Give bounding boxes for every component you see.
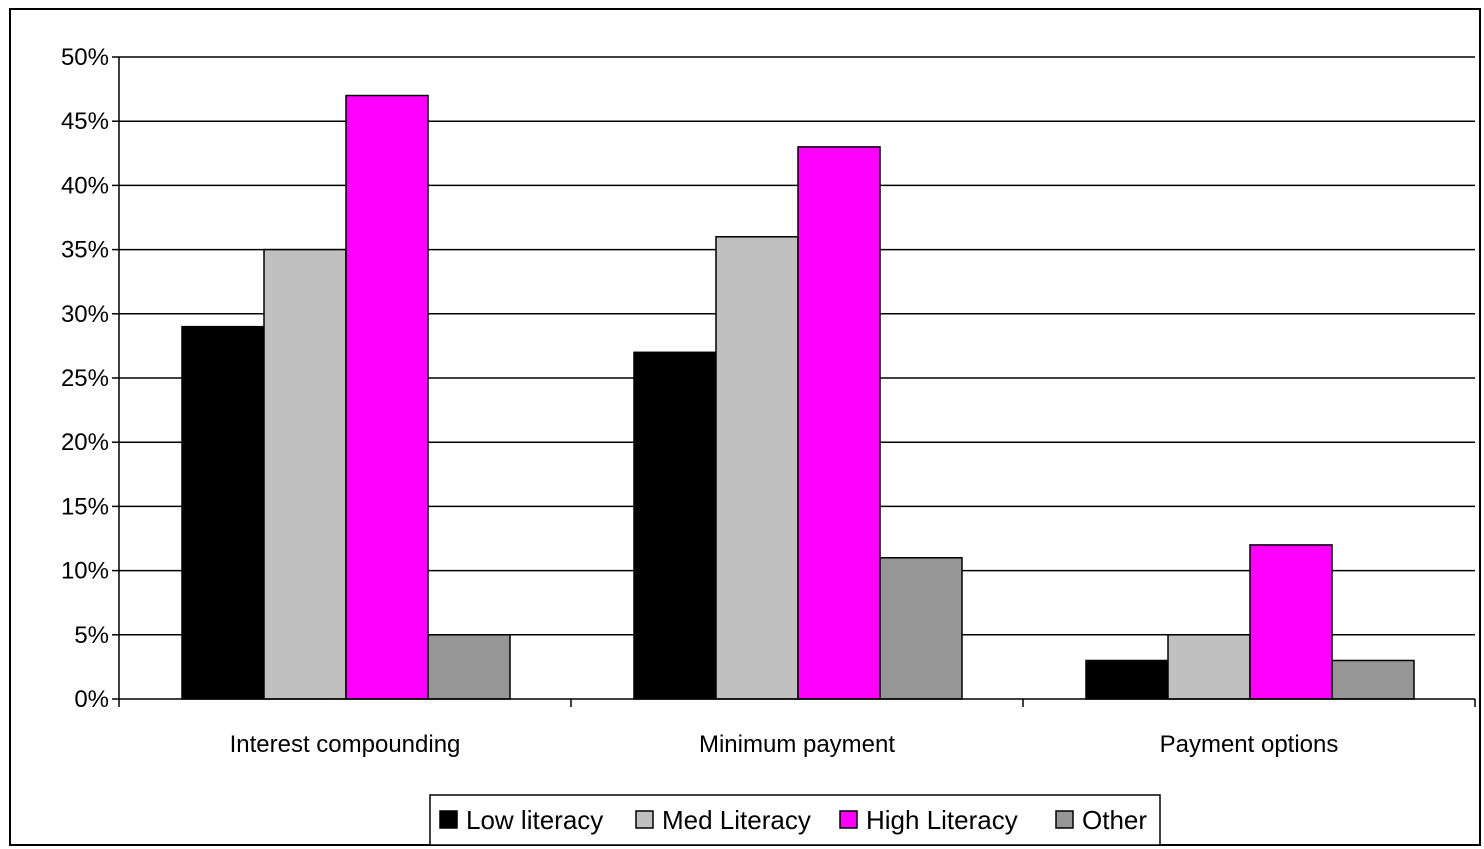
bar-med-literacy [263, 248, 347, 700]
legend-swatch [839, 810, 858, 829]
legend-swatch [439, 810, 458, 829]
y-tick-label: 40% [61, 172, 109, 199]
axes [112, 56, 1476, 707]
y-tick-label: 50% [61, 44, 109, 71]
y-tick-label: 5% [74, 622, 109, 649]
x-tick-labels: Interest compounding Minimum payment Payme… [230, 731, 1339, 758]
legend-label: Other [1082, 805, 1147, 835]
y-tick-label: 30% [61, 301, 109, 328]
bar-med-literacy [715, 236, 799, 700]
bar-high-literacy [797, 146, 881, 700]
bar-low-literacy [181, 325, 265, 700]
bar-low-literacy [633, 351, 717, 700]
y-tick-label: 35% [61, 237, 109, 264]
y-tick-label: 25% [61, 365, 109, 392]
x-tick-label: Minimum payment [699, 731, 895, 758]
bar-other [1331, 659, 1415, 700]
bar-high-literacy [1249, 544, 1333, 700]
bar-low-literacy [1085, 659, 1169, 700]
legend-label: Low literacy [466, 805, 603, 835]
y-tick-label: 45% [61, 108, 109, 135]
bar-other [427, 634, 511, 700]
bar-high-literacy [345, 94, 429, 700]
y-tick-label: 15% [61, 493, 109, 520]
legend-box [429, 794, 1161, 846]
bar-med-literacy [1167, 634, 1251, 700]
legend-swatch [1055, 810, 1074, 829]
legend: Low literacy Med Literacy High Literacy Oth… [429, 794, 1161, 846]
x-tick-label: Interest compounding [230, 731, 461, 758]
legend-label: Med Literacy [662, 805, 811, 835]
legend-label: High Literacy [866, 805, 1018, 835]
y-tick-label: 0% [74, 686, 109, 713]
bar-other [879, 557, 963, 700]
y-tick-label: 20% [61, 429, 109, 456]
x-tick-label: Payment options [1160, 731, 1339, 758]
legend-swatch [635, 810, 654, 829]
y-tick-label: 10% [61, 558, 109, 585]
y-tick-labels: 0% 5% 10% 15% 20% 25% 30% 35% 40% 45% 50% [61, 44, 109, 713]
